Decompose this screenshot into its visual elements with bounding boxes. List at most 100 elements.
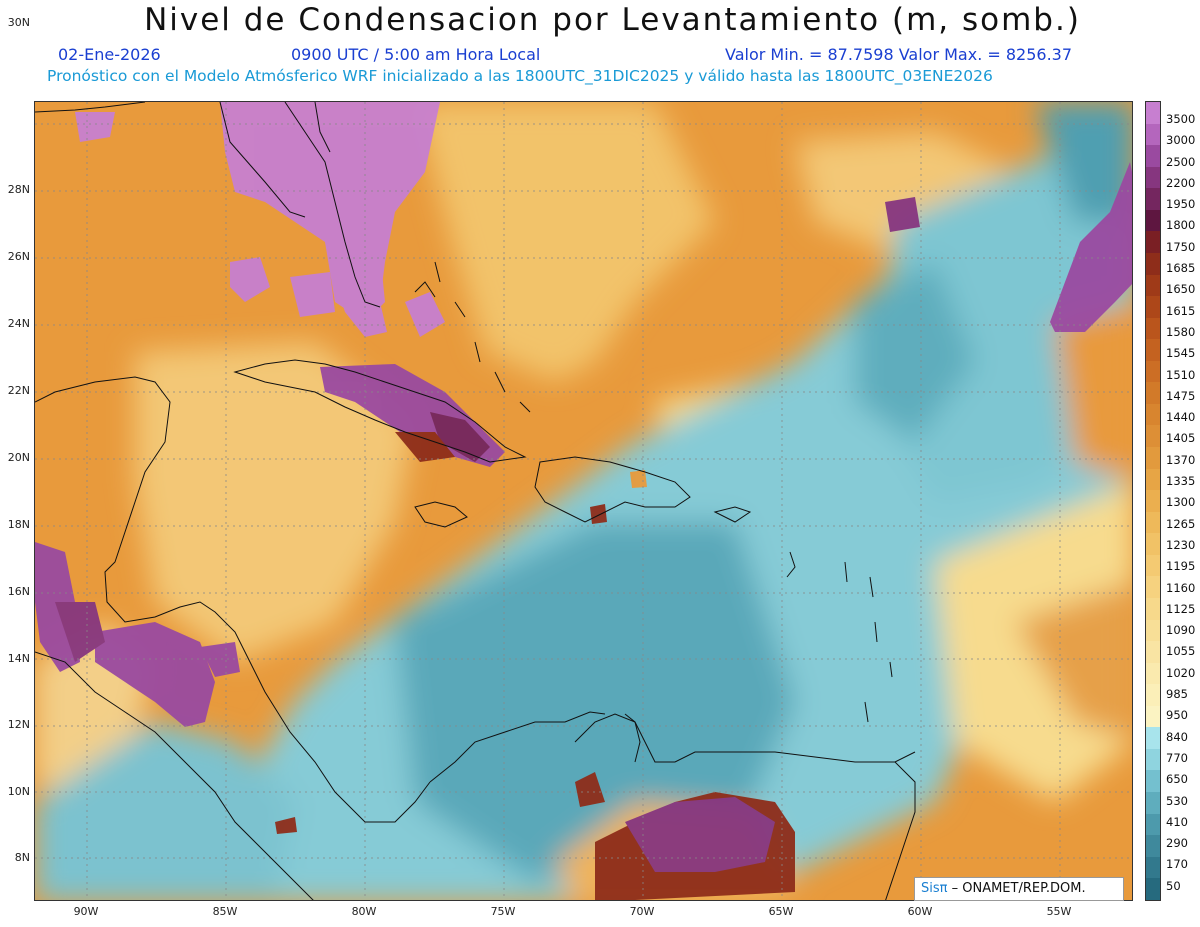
lon-label-85w: 85W: [212, 905, 238, 918]
colorbar-label: 530: [1166, 793, 1188, 808]
colorbar-label: 1580: [1166, 324, 1196, 339]
colorbar-segment: [1146, 468, 1160, 491]
colorbar-label: 985: [1166, 687, 1188, 702]
colorbar-segment: [1146, 878, 1160, 900]
colorbar: [1145, 101, 1161, 901]
map-field: [35, 102, 1132, 900]
lat-label-24n: 24N: [7, 317, 30, 330]
lon-label-65w: 65W: [768, 905, 794, 918]
colorbar-segment: [1146, 188, 1160, 210]
colorbar-label: 1615: [1166, 303, 1196, 318]
lat-label-20n: 20N: [7, 451, 30, 464]
lat-label-18n: 18N: [7, 518, 30, 531]
colorbar-segment: [1146, 748, 1160, 771]
colorbar-segment: [1146, 425, 1160, 447]
colorbar-segment: [1146, 403, 1160, 426]
colorbar-segment: [1146, 554, 1160, 577]
colorbar-segment: [1146, 296, 1160, 318]
colorbar-label: 410: [1166, 814, 1188, 829]
colorbar-segment: [1146, 727, 1160, 749]
colorbar-label: 50: [1166, 878, 1181, 893]
colorbar-label: 1335: [1166, 474, 1196, 489]
lon-label-55w: 55W: [1046, 905, 1072, 918]
forecast-description: Pronóstico con el Modelo Atmósferico WRF…: [47, 67, 993, 85]
colorbar-segment: [1146, 511, 1160, 534]
colorbar-label: 1950: [1166, 197, 1196, 212]
colorbar-label: 1685: [1166, 261, 1196, 276]
lat-label-16n: 16N: [7, 585, 30, 598]
colorbar-label: 1405: [1166, 431, 1196, 446]
colorbar-label: 1750: [1166, 239, 1196, 254]
colorbar-segment: [1146, 382, 1160, 404]
colorbar-segment: [1146, 813, 1160, 836]
colorbar-segment: [1146, 274, 1160, 297]
credit-box: Sisπ – ONAMET/REP.DOM.: [914, 877, 1124, 901]
colorbar-label: 1440: [1166, 410, 1196, 425]
colorbar-segment: [1146, 209, 1160, 232]
colorbar-label: 840: [1166, 729, 1188, 744]
lat-label-8n: 8N: [14, 851, 30, 864]
colorbar-label: 1160: [1166, 580, 1196, 595]
colorbar-segment: [1146, 145, 1160, 167]
colorbar-segment: [1146, 360, 1160, 383]
colorbar-segment: [1146, 662, 1160, 685]
colorbar-label: 1800: [1166, 218, 1196, 233]
colorbar-segment: [1146, 317, 1160, 340]
lat-label-22n: 22N: [7, 384, 30, 397]
lat-label-14n: 14N: [7, 652, 30, 665]
colorbar-segment: [1146, 166, 1160, 189]
pi-icon: π: [939, 881, 948, 896]
colorbar-label: 1230: [1166, 537, 1196, 552]
colorbar-label: 1195: [1166, 559, 1196, 574]
colorbar-segment: [1146, 619, 1160, 642]
colorbar-label: 1510: [1166, 367, 1196, 382]
colorbar-label: 1020: [1166, 665, 1196, 680]
lon-label-60w: 60W: [907, 905, 933, 918]
lon-label-75w: 75W: [490, 905, 516, 918]
colorbar-label: 1475: [1166, 388, 1196, 403]
lcl-map: [34, 101, 1133, 901]
colorbar-label: 3500: [1166, 112, 1196, 126]
colorbar-label: 1300: [1166, 495, 1196, 510]
lon-label-80w: 80W: [351, 905, 377, 918]
colorbar-label: 950: [1166, 708, 1188, 723]
credit-text: – ONAMET/REP.DOM.: [947, 881, 1086, 896]
lat-label-30n: 30N: [7, 16, 30, 29]
forecast-date: 02-Ene-2026: [58, 45, 161, 64]
lat-label-12n: 12N: [7, 718, 30, 731]
colorbar-label: 650: [1166, 772, 1188, 787]
credit-prefix: Sis: [921, 881, 940, 896]
colorbar-segment: [1146, 447, 1160, 469]
colorbar-segment: [1146, 792, 1160, 814]
colorbar-segment: [1146, 641, 1160, 663]
colorbar-segment: [1146, 533, 1160, 555]
colorbar-label: 770: [1166, 750, 1188, 765]
lat-label-10n: 10N: [7, 785, 30, 798]
colorbar-segment: [1146, 123, 1160, 146]
colorbar-segment: [1146, 705, 1160, 728]
colorbar-segment: [1146, 490, 1160, 512]
forecast-time: 0900 UTC / 5:00 am Hora Local: [291, 45, 541, 64]
colorbar-label: 1370: [1166, 452, 1196, 467]
colorbar-segment: [1146, 835, 1160, 857]
colorbar-label: 1545: [1166, 346, 1196, 361]
colorbar-label: 2500: [1166, 154, 1196, 169]
colorbar-label: 3000: [1166, 133, 1196, 148]
colorbar-label: 1265: [1166, 516, 1196, 531]
colorbar-label: 1055: [1166, 644, 1196, 659]
colorbar-label: 1125: [1166, 601, 1196, 616]
colorbar-label: 1090: [1166, 623, 1196, 638]
colorbar-segment: [1146, 102, 1160, 124]
colorbar-segment: [1146, 231, 1160, 253]
colorbar-label: 1650: [1166, 282, 1196, 297]
colorbar-segment: [1146, 252, 1160, 275]
colorbar-label: 290: [1166, 836, 1188, 851]
colorbar-segment: [1146, 597, 1160, 620]
colorbar-segment: [1146, 856, 1160, 879]
colorbar-label: 170: [1166, 857, 1188, 872]
colorbar-segment: [1146, 770, 1160, 792]
map-title: Nivel de Condensacion por Levantamiento …: [144, 2, 1081, 38]
colorbar-label: 2200: [1166, 175, 1196, 190]
min-max-values: Valor Min. = 87.7598 Valor Max. = 8256.3…: [725, 45, 1073, 64]
colorbar-segment: [1146, 339, 1160, 361]
